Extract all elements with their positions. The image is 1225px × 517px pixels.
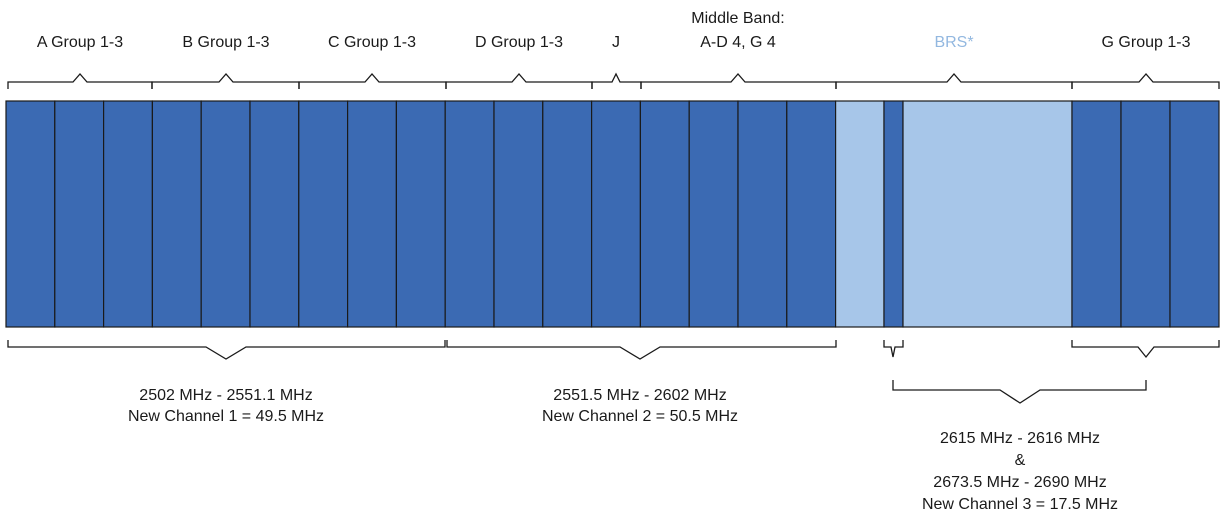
- channel-1-width: New Channel 1 = 49.5 MHz: [128, 408, 324, 425]
- top-brace-j: [591, 72, 642, 89]
- channel-cell-brs-light-2: [902, 100, 1073, 328]
- channel-cell-c1: [298, 100, 349, 328]
- bottom-brace-narrow-block: [883, 340, 904, 358]
- label-b-group: B Group 1-3: [182, 34, 269, 51]
- channel-cell-middle-2: [688, 100, 739, 328]
- label-j: J: [612, 34, 620, 51]
- channel-3-range-2: 2673.5 MHz - 2690 MHz: [933, 474, 1106, 491]
- channel-cell-g1: [1071, 100, 1122, 328]
- label-c-group: C Group 1-3: [328, 34, 416, 51]
- label-a-group: A Group 1-3: [37, 34, 123, 51]
- top-brace-middle-band: [640, 73, 837, 89]
- channel-cell-d3: [542, 100, 593, 328]
- channel-cell-g3: [1169, 100, 1220, 328]
- top-brace-c-group: [298, 73, 447, 89]
- bottom-brace-g-group: [1071, 340, 1220, 359]
- top-brace-a-group: [7, 73, 153, 89]
- channel-cell-d1: [444, 100, 495, 328]
- channel-cell-b2: [200, 100, 251, 328]
- channel-cell-b3: [249, 100, 300, 328]
- channel-cell-g2: [1120, 100, 1171, 328]
- channel-cell-brs-light-1: [834, 100, 885, 328]
- channel-cell-middle-1: [639, 100, 690, 328]
- channel-cell-middle-4: [786, 100, 837, 328]
- top-brace-b-group: [151, 73, 300, 89]
- channel-cell-a2: [54, 100, 105, 328]
- channel-cell-b1: [151, 100, 202, 328]
- label-d-group: D Group 1-3: [475, 34, 563, 51]
- channel-cell-middle-3: [737, 100, 788, 328]
- bottom-brace-channel-2: [446, 340, 837, 360]
- top-brace-g-group: [1071, 73, 1220, 89]
- channel-3-range-1: 2615 MHz - 2616 MHz: [940, 430, 1100, 447]
- channel-cell-a1: [5, 100, 56, 328]
- top-brace-d-group: [445, 73, 593, 89]
- bottom-brace-channel-3: [892, 380, 1147, 404]
- label-middle-band-channels: A-D 4, G 4: [700, 34, 776, 51]
- top-brace-brs: [835, 73, 1073, 89]
- channel-cell-a3: [102, 100, 153, 328]
- label-middle-band-title: Middle Band:: [691, 10, 784, 27]
- channel-1-range: 2502 MHz - 2551.1 MHz: [139, 387, 312, 404]
- label-g-group: G Group 1-3: [1102, 34, 1191, 51]
- channel-cell-j: [590, 100, 641, 328]
- bottom-brace-channel-1: [7, 340, 446, 360]
- channel-cell-d2: [493, 100, 544, 328]
- channel-cell-brs-narrow: [883, 100, 904, 328]
- channel-3-ampersand: &: [1015, 452, 1026, 469]
- channel-cell-c3: [395, 100, 446, 328]
- channel-3-width: New Channel 3 = 17.5 MHz: [922, 496, 1118, 513]
- channel-2-width: New Channel 2 = 50.5 MHz: [542, 408, 738, 425]
- label-brs: BRS*: [934, 34, 973, 51]
- channel-2-range: 2551.5 MHz - 2602 MHz: [553, 387, 726, 404]
- channel-cell-c2: [347, 100, 398, 328]
